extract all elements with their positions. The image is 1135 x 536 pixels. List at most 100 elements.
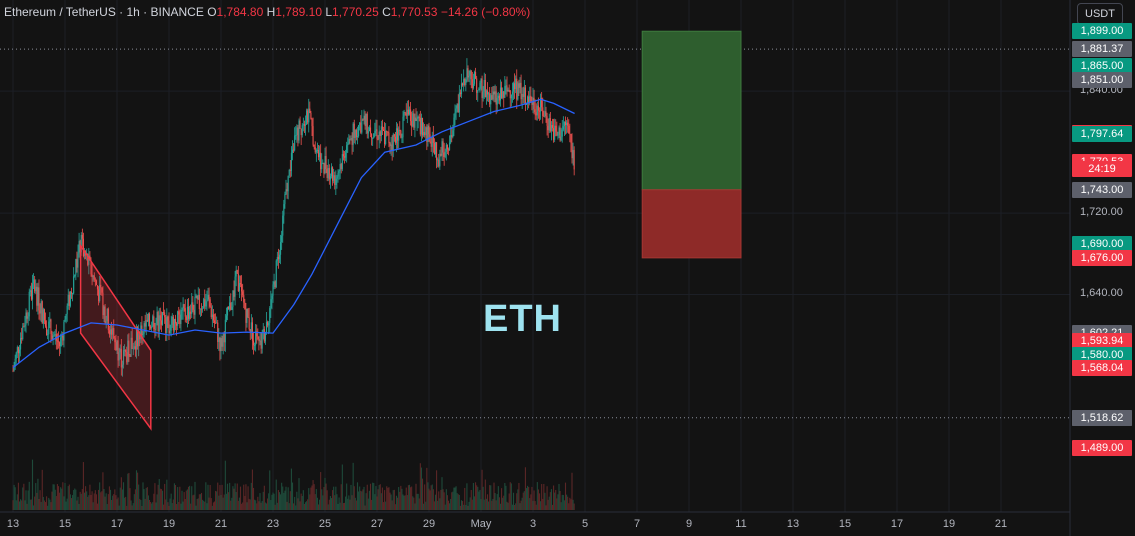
volume-bar	[360, 490, 362, 510]
candle-body	[194, 296, 196, 315]
currency-button[interactable]: USDT	[1077, 3, 1123, 25]
candle-body	[259, 340, 261, 342]
candle-body	[119, 348, 121, 353]
volume-bar	[186, 489, 188, 510]
volume-bar	[537, 489, 539, 510]
volume-bar	[566, 494, 568, 510]
candle-body	[256, 331, 258, 337]
volume-bar	[44, 502, 47, 510]
volume-bar	[505, 485, 507, 510]
candle-body	[271, 295, 273, 300]
candle-body	[353, 123, 355, 138]
candle-body	[192, 302, 194, 310]
candle-body	[99, 284, 101, 301]
candle-body	[129, 355, 131, 357]
candle-body	[134, 346, 136, 350]
candle-body	[449, 142, 451, 151]
volume-bar	[424, 484, 426, 510]
time-axis-label: May	[470, 518, 492, 530]
volume-bar	[270, 500, 272, 510]
candle-body	[546, 116, 548, 126]
volume-bar	[46, 496, 48, 510]
candle-body	[36, 286, 38, 306]
candle-body	[114, 338, 116, 343]
volume-bar	[493, 482, 495, 510]
wedge-pattern-drawing[interactable]	[79, 243, 152, 431]
volume-bar	[171, 503, 173, 510]
candle-body	[339, 164, 341, 171]
volume-bar	[367, 498, 369, 510]
candle-body	[345, 152, 347, 158]
volume-bar	[281, 482, 283, 510]
candle-body	[522, 93, 524, 97]
volume-bar	[549, 492, 551, 510]
volume-bar	[386, 486, 388, 510]
volume-bar	[72, 495, 74, 510]
volume-bar	[556, 498, 558, 510]
volume-bar	[90, 494, 92, 510]
long-position-tool[interactable]	[641, 30, 742, 259]
volume-bar	[145, 488, 147, 510]
volume-bar	[289, 491, 291, 510]
volume-bar	[140, 500, 142, 510]
candle-body	[177, 311, 179, 326]
time-axis-label: 17	[890, 518, 904, 530]
candle-body	[106, 308, 108, 321]
volume-bar	[446, 495, 448, 510]
candle-body	[76, 259, 78, 268]
price-tag: 1,568.04	[1072, 359, 1132, 376]
candle-body	[569, 133, 571, 135]
volume-bar	[243, 484, 245, 510]
volume-bar	[492, 498, 494, 510]
volume-bar	[161, 490, 164, 510]
candle-body	[183, 304, 185, 309]
volume-bar	[403, 495, 405, 510]
volume-bar	[169, 498, 171, 510]
candle-body	[193, 309, 195, 315]
volume-bar	[85, 486, 87, 510]
candle-body	[233, 290, 235, 297]
candle-body	[507, 89, 509, 92]
candle-body	[275, 260, 277, 287]
volume-bar	[426, 467, 428, 510]
volume-bar	[68, 484, 70, 510]
candle-body	[245, 308, 247, 323]
volume-bar	[340, 484, 342, 510]
volume-bar	[346, 483, 348, 510]
volume-bar	[561, 494, 563, 510]
candle-body	[413, 113, 415, 128]
candle-body	[523, 87, 525, 97]
volume-bar	[271, 494, 273, 510]
volume-bar	[434, 494, 437, 510]
candle-body	[358, 125, 360, 137]
volume-bar	[135, 470, 138, 510]
candle-body	[255, 331, 257, 346]
volume-bar	[127, 473, 129, 510]
candle-body	[49, 319, 51, 322]
candle-body	[328, 168, 330, 180]
volume-bar	[219, 485, 221, 510]
volume-bar	[257, 496, 259, 510]
low-label: L	[325, 5, 333, 19]
volume-bar	[368, 490, 370, 510]
candle-body	[460, 83, 463, 95]
volume-bar	[293, 503, 295, 510]
candle-body	[260, 340, 262, 349]
candle-body	[503, 91, 505, 98]
volume-bar	[242, 502, 244, 510]
candle-body	[35, 286, 37, 292]
candle-body	[82, 238, 84, 256]
volume-bar	[429, 490, 431, 510]
volume-bar	[464, 487, 466, 510]
candle-body	[393, 134, 395, 137]
candle-body	[103, 306, 105, 316]
candle-body	[554, 125, 556, 140]
volume-bar	[563, 500, 565, 510]
candle-body	[466, 68, 468, 80]
volume-bar	[144, 498, 146, 510]
candle-body	[303, 124, 305, 126]
volume-bar	[41, 469, 43, 510]
candle-body	[157, 311, 159, 332]
volume-bar	[317, 504, 320, 510]
